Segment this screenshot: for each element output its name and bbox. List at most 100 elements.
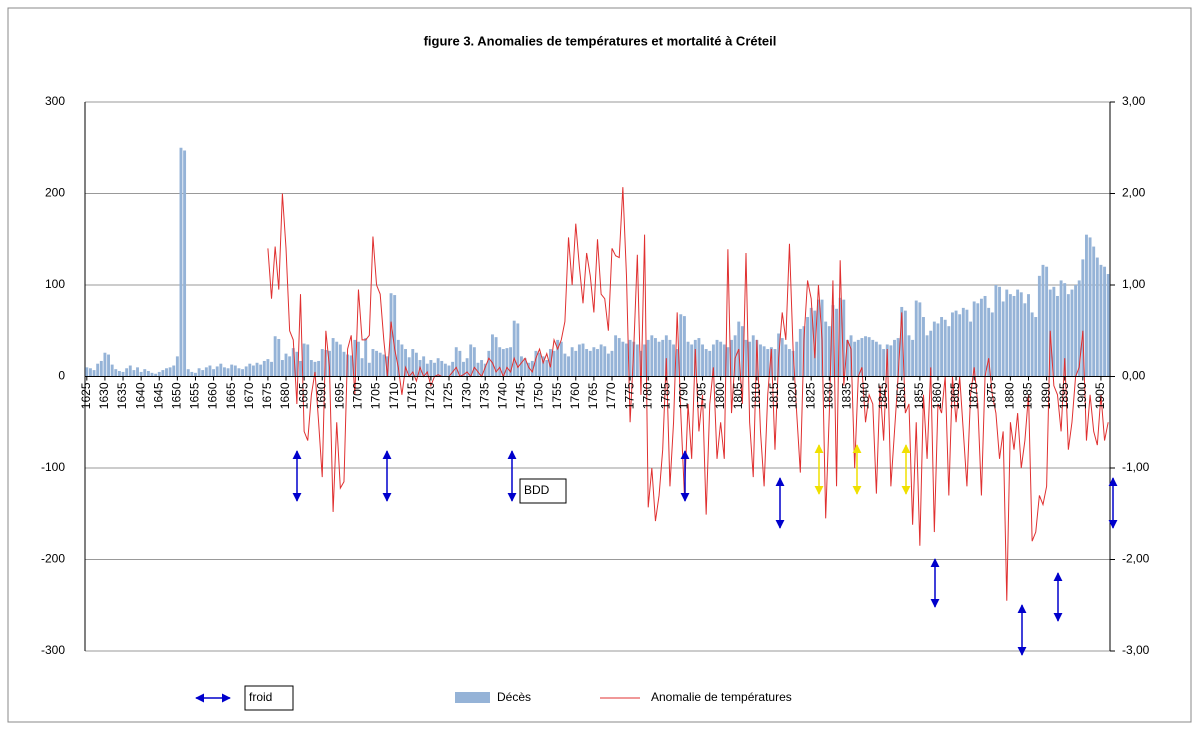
bar <box>646 339 650 377</box>
bar <box>585 349 589 377</box>
bar <box>491 334 494 377</box>
bar <box>592 347 596 377</box>
bar <box>1045 266 1049 377</box>
bar <box>726 347 730 377</box>
bar <box>759 344 762 377</box>
bar <box>838 297 842 377</box>
bar <box>610 350 614 377</box>
bar <box>929 330 933 377</box>
bar <box>1034 317 1038 377</box>
bar <box>538 352 541 377</box>
bar <box>88 368 92 377</box>
bar <box>690 344 694 377</box>
bar <box>331 338 335 377</box>
bar <box>1016 289 1020 377</box>
bar <box>809 307 813 377</box>
bar <box>972 301 976 377</box>
bar <box>299 360 302 377</box>
bar <box>353 339 357 377</box>
legend-box <box>244 685 294 711</box>
annotation: BDD <box>524 483 550 497</box>
bar <box>375 350 379 377</box>
bar <box>451 361 455 377</box>
bar <box>650 335 654 377</box>
bar <box>845 339 849 377</box>
bar <box>121 371 125 377</box>
bar <box>740 326 744 377</box>
bar <box>617 338 621 377</box>
bar <box>1095 257 1099 377</box>
bar <box>1081 259 1085 377</box>
bar <box>1027 294 1030 377</box>
bar <box>806 317 810 377</box>
bar <box>414 352 418 377</box>
x-tick-label: 1760 <box>568 382 582 409</box>
bar <box>672 344 676 377</box>
x-tick-label: 1895 <box>1057 382 1071 409</box>
y-tick-label: -100 <box>41 460 65 474</box>
bar <box>867 337 871 377</box>
bar <box>965 309 969 377</box>
bar <box>404 349 407 377</box>
bar <box>918 302 922 377</box>
bar <box>212 369 216 377</box>
bar <box>748 341 752 377</box>
bar <box>1052 286 1056 377</box>
bar <box>389 293 393 377</box>
bar <box>270 361 273 377</box>
bar <box>480 360 484 377</box>
bar <box>251 365 255 377</box>
x-tick-label: 1670 <box>242 382 256 409</box>
x-tick-label: 1655 <box>188 382 202 409</box>
bar <box>295 351 299 377</box>
bar <box>161 370 165 377</box>
bar <box>570 347 574 377</box>
bar <box>628 339 632 377</box>
bar <box>465 358 469 377</box>
bar <box>266 359 270 377</box>
x-tick-label: 1675 <box>260 382 274 409</box>
bar <box>766 349 770 377</box>
bar <box>186 369 190 377</box>
x-tick-label: 1800 <box>713 382 727 409</box>
bar <box>773 349 777 377</box>
bar <box>150 372 154 377</box>
bar <box>1074 285 1078 377</box>
x-tick-label: 1785 <box>658 382 672 409</box>
x-tick-label: 1700 <box>351 382 365 409</box>
bar <box>288 356 292 377</box>
y2-tick-label: 3,00 <box>1122 94 1146 108</box>
bar <box>545 360 549 377</box>
bar <box>309 360 313 377</box>
bar <box>831 305 835 377</box>
bar <box>961 307 965 377</box>
bar <box>552 350 556 377</box>
bar <box>230 364 234 377</box>
bar <box>1088 237 1092 377</box>
bar <box>85 367 89 377</box>
x-tick-label: 1900 <box>1075 382 1089 409</box>
bar <box>643 344 647 377</box>
legend-swatch <box>455 692 490 703</box>
bar <box>1037 275 1041 377</box>
x-tick-label: 1725 <box>441 382 455 409</box>
bar <box>835 308 838 377</box>
bar <box>596 349 599 377</box>
bar <box>523 358 527 377</box>
bar <box>1106 274 1110 377</box>
bar <box>411 349 415 377</box>
bar <box>914 300 918 377</box>
bar <box>733 335 737 377</box>
bar <box>364 338 368 377</box>
bar <box>932 321 936 377</box>
x-tick-label: 1750 <box>532 382 546 409</box>
bar <box>103 352 107 377</box>
y-tick-label: 200 <box>45 186 65 200</box>
bar <box>114 369 118 377</box>
y-tick-label: -300 <box>41 643 65 657</box>
bar <box>204 367 208 377</box>
x-tick-label: 1735 <box>477 382 491 409</box>
x-tick-label: 1730 <box>459 382 473 409</box>
bar <box>125 368 129 377</box>
bar <box>682 316 686 377</box>
